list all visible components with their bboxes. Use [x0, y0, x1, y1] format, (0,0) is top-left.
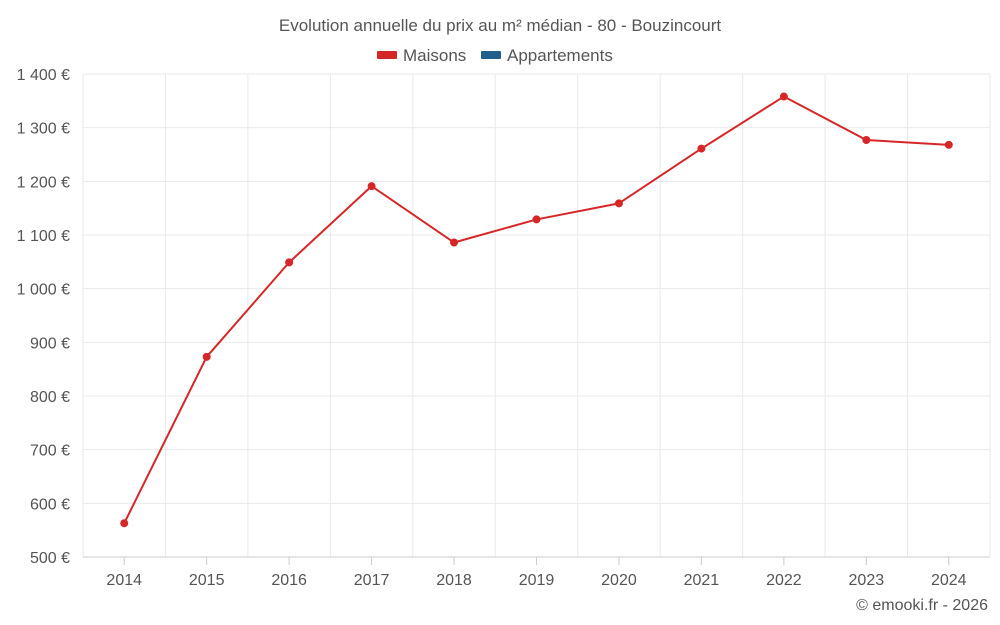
x-tick-label: 2016	[271, 572, 307, 589]
data-point[interactable]	[202, 352, 211, 361]
y-tick-label: 900 €	[30, 335, 70, 352]
data-point[interactable]	[862, 136, 871, 145]
y-axis-ticks: 500 € 600 € 700 € 800 € 900 € 1 000 € 1 100 € 1…	[17, 67, 70, 567]
x-tick-label: 2021	[684, 572, 720, 589]
legend-item-appartements[interactable]: Appartements	[481, 46, 613, 65]
y-tick-label: 600 €	[30, 496, 70, 513]
legend-label-appartements: Appartements	[507, 46, 613, 65]
x-tick-label: 2020	[601, 572, 637, 589]
legend-label-maisons: Maisons	[403, 46, 466, 65]
x-tick-label: 2019	[519, 572, 555, 589]
data-point[interactable]	[450, 238, 459, 247]
data-point[interactable]	[944, 140, 953, 149]
series	[120, 92, 953, 528]
x-tick-label: 2024	[931, 572, 967, 589]
y-tick-label: 800 €	[30, 389, 70, 406]
data-point[interactable]	[532, 215, 541, 224]
y-tick-label: 500 €	[30, 550, 70, 567]
data-point[interactable]	[779, 92, 788, 101]
x-tick-label: 2018	[436, 572, 472, 589]
x-tick-label: 2017	[354, 572, 390, 589]
x-tick-label: 2022	[766, 572, 802, 589]
y-tick-label: 1 100 €	[17, 228, 70, 245]
data-point[interactable]	[367, 182, 376, 191]
y-tick-label: 1 400 €	[17, 67, 70, 84]
data-point[interactable]	[285, 258, 294, 267]
x-axis-ticks: 2014 2015 2016 2017 2018 2019 2020 2021 2022 2023…	[106, 557, 967, 589]
credit-text: © emooki.fr - 2026	[856, 597, 988, 614]
legend-item-maisons[interactable]: Maisons	[377, 46, 466, 65]
x-tick-label: 2014	[106, 572, 142, 589]
chart-title: Evolution annuelle du prix au m² médian …	[279, 16, 722, 35]
legend-swatch-maisons	[377, 51, 397, 59]
y-tick-label: 700 €	[30, 443, 70, 460]
data-point[interactable]	[697, 144, 706, 153]
y-tick-label: 1 000 €	[17, 282, 70, 299]
y-tick-label: 1 300 €	[17, 121, 70, 138]
grid	[82, 73, 991, 557]
legend: Maisons Appartements	[377, 46, 613, 65]
data-point[interactable]	[120, 519, 129, 528]
x-tick-label: 2015	[189, 572, 225, 589]
data-point[interactable]	[614, 199, 623, 208]
x-tick-label: 2023	[849, 572, 885, 589]
legend-swatch-appartements	[481, 51, 501, 59]
y-tick-label: 1 200 €	[17, 174, 70, 191]
